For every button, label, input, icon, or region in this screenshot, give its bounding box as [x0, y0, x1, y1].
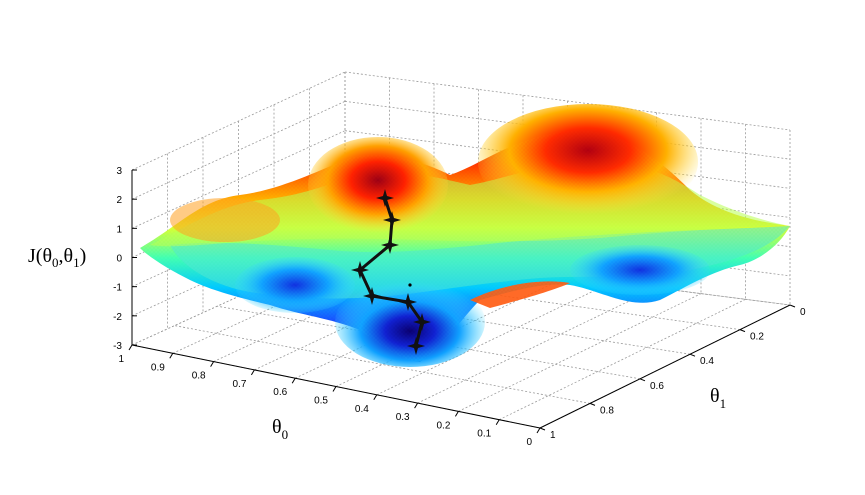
x-tick-mark	[495, 419, 500, 425]
x-tick-label: 0.8	[192, 371, 206, 382]
x-tick-mark	[332, 386, 337, 392]
z-tick-label: 3	[116, 166, 122, 177]
y-tick-mark	[639, 378, 646, 382]
x-tick-mark	[373, 394, 378, 401]
y-tick-mark	[689, 353, 696, 357]
z-tick-label: 1	[116, 224, 122, 235]
z-tick-labels: 3 2 1 0 -1 -2 -3	[113, 166, 137, 352]
y-tick-mark	[539, 427, 546, 431]
y-tick-label: 0.8	[600, 405, 614, 416]
x-tick-label: 0.4	[355, 404, 369, 415]
descent-step-marker	[351, 261, 369, 279]
z-tick-label: -1	[113, 283, 122, 294]
z-axis-label: J(θ0,θ1)	[28, 245, 86, 270]
x-tick-mark	[536, 427, 541, 434]
x-tick-label: 0.1	[477, 429, 491, 440]
y-tick-label: 0	[800, 307, 806, 318]
x-tick-label: 0.3	[396, 412, 410, 423]
z-tick-label: 2	[116, 195, 122, 206]
y-tick-label: 0.2	[750, 332, 764, 343]
x-tick-label: 0.9	[151, 362, 165, 373]
x-tick-label: 0.2	[436, 420, 450, 431]
y-tick-label: 1	[550, 430, 556, 441]
z-tick-label: 0	[116, 254, 122, 265]
descent-step-marker	[383, 211, 401, 229]
x-axis-label: θ0	[272, 416, 288, 442]
y-tick-mark	[789, 304, 796, 308]
x-tick-labels: 1 0.9 0.8 0.7 0.6 0.5 0.4 0.3 0.2 0.1 0	[118, 344, 541, 448]
descent-step-marker	[376, 189, 394, 207]
z-tick-label: -3	[113, 341, 122, 352]
gradient-descent-path	[351, 189, 431, 355]
x-tick-label: 1	[118, 354, 124, 365]
descent-step-marker	[413, 313, 431, 331]
x-tick-mark	[128, 344, 133, 351]
x-tick-mark	[414, 402, 419, 409]
x-tick-mark	[454, 411, 459, 417]
y-tick-label: 0.6	[650, 381, 664, 392]
y-tick-label: 0.4	[700, 356, 714, 367]
z-tick-label: -2	[113, 312, 122, 323]
y-tick-mark	[589, 402, 596, 406]
x-tick-label: 0.6	[273, 387, 287, 398]
descent-step-marker	[399, 293, 417, 311]
x-tick-mark	[250, 369, 255, 376]
x-tick-mark	[169, 353, 174, 359]
y-tick-mark	[739, 329, 746, 333]
x-tick-mark	[291, 377, 296, 384]
descent-step-marker	[363, 287, 381, 305]
surface-underside	[470, 281, 570, 308]
y-axis-label: θ1	[710, 385, 726, 411]
descent-step-marker	[407, 337, 425, 355]
descent-step-marker	[381, 236, 399, 254]
x-tick-mark	[210, 361, 215, 367]
x-tick-label: 0.7	[232, 379, 246, 390]
y-tick-labels: 0 0.2 0.4 0.6 0.8 1	[539, 304, 806, 441]
x-tick-label: 0.5	[314, 396, 328, 407]
x-tick-label: 0	[526, 437, 532, 448]
start-dot	[408, 283, 412, 287]
